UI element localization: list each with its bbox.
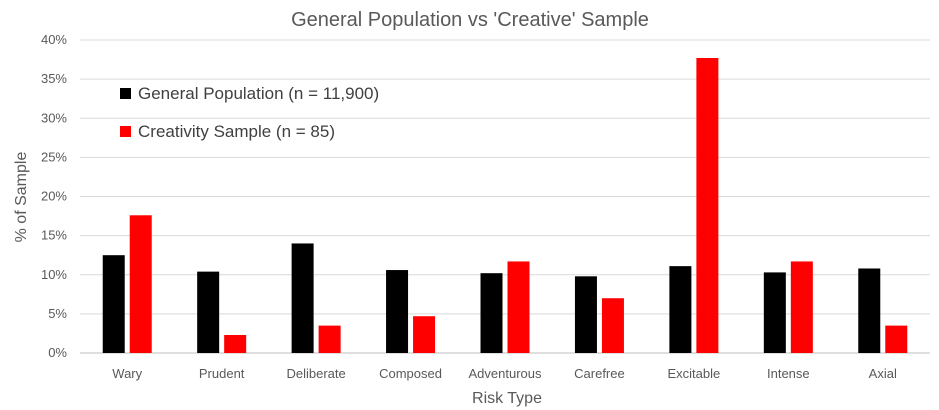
x-tick-label: Prudent [199,366,245,381]
bar-general-population-excitable [669,266,692,353]
y-tick-label: 20% [41,189,67,204]
y-tick-label: 0% [48,345,67,360]
bar-creativity-sample-carefree [601,298,624,353]
bar-creativity-sample-adventurous [507,261,530,353]
bar-general-population-carefree [574,276,597,353]
bar-creativity-sample-composed [413,316,436,353]
x-tick-label: Composed [379,366,442,381]
bar-general-population-composed [386,270,409,353]
bar-creativity-sample-deliberate [318,325,341,353]
x-tick-label: Deliberate [286,366,345,381]
legend-label: General Population (n = 11,900) [138,84,379,103]
y-tick-label: 30% [41,110,67,125]
x-tick-label: Adventurous [469,366,542,381]
legend-label: Creativity Sample (n = 85) [138,122,335,141]
y-tick-label: 15% [41,228,67,243]
x-tick-label: Carefree [574,366,625,381]
x-tick-label: Axial [869,366,897,381]
legend-swatch [120,88,131,99]
y-tick-label: 25% [41,149,67,164]
y-tick-label: 40% [41,32,67,47]
y-axis-title: % of Sample [13,152,30,243]
bar-general-population-intense [763,272,786,353]
bar-general-population-prudent [197,271,220,353]
legend-swatch [120,126,131,137]
x-tick-label: Wary [112,366,142,381]
chart-title: General Population vs 'Creative' Sample [291,9,649,31]
x-tick-label: Intense [767,366,810,381]
bar-creativity-sample-prudent [224,335,247,353]
x-axis-ticks: Wary Prudent Deliberate Composed Adventurous… [112,366,897,381]
y-axis-ticks: 0% 5% 10% 15% 20% 25% 30% 35% 40% [41,32,67,360]
legend: General Population (n = 11,900) Creativit… [120,84,379,141]
bar-creativity-sample-wary [129,215,152,353]
bar-creativity-sample-intense [790,261,813,353]
bar-general-population-wary [102,255,125,353]
y-tick-label: 5% [48,306,67,321]
bar-creativity-sample-excitable [696,57,719,354]
x-tick-label: Excitable [668,366,721,381]
bar-general-population-adventurous [480,273,503,353]
gridlines [80,39,930,354]
x-axis-title: Risk Type [472,390,542,407]
bars [102,57,908,354]
bar-general-population-axial [858,268,881,353]
bar-general-population-deliberate [291,243,314,353]
bar-creativity-sample-axial [885,325,908,353]
y-tick-label: 10% [41,267,67,282]
y-tick-label: 35% [41,71,67,86]
